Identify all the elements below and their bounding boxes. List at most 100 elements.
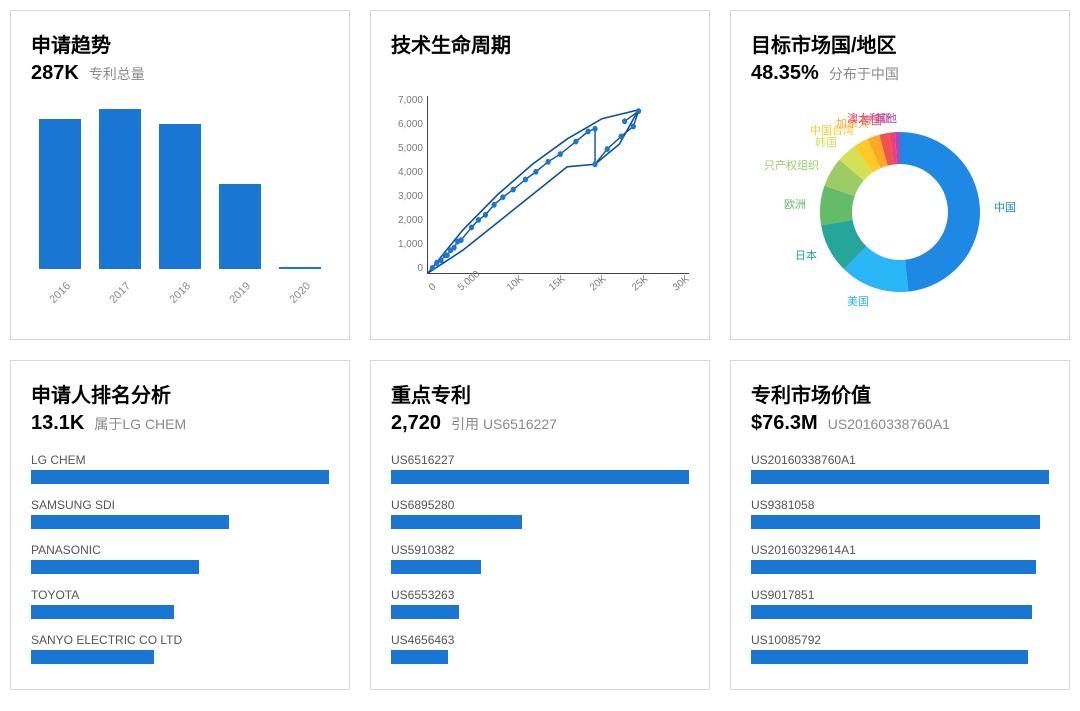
- donut-slice: [900, 132, 980, 292]
- hbar-track: [391, 515, 689, 529]
- hbar-item: SANYO ELECTRIC CO LTD: [31, 633, 329, 664]
- hbar-item: US20160338760A1: [751, 453, 1049, 484]
- hbar-track: [751, 515, 1049, 529]
- card-stat: $76.3M: [751, 412, 818, 435]
- hbar-track: [31, 560, 329, 574]
- hbar-track: [751, 650, 1049, 664]
- card-lifecycle: 技术生命周期 01,0002,0003,0004,0005,0006,0007,…: [370, 10, 710, 340]
- card-applicants: 申请人排名分析 13.1K 属于LG CHEM LG CHEM SAMSUNG S…: [10, 360, 350, 690]
- card-trend: 申请趋势 287K 专利总量 20162017201820192020: [10, 10, 350, 340]
- hbar-fill: [391, 560, 481, 574]
- hbar-track: [391, 605, 689, 619]
- bar-chart: 20162017201820192020: [31, 99, 329, 325]
- card-stat-label: US20160338760A1: [828, 416, 950, 432]
- card-value: 专利市场价值 $76.3M US20160338760A1 US20160338…: [730, 360, 1070, 690]
- y-axis: 01,0002,0003,0004,0005,0006,0007,000: [391, 96, 427, 274]
- hbar-chart: LG CHEMSAMSUNG SDIPANASONICTOYOTASANYO E…: [31, 449, 329, 675]
- hbar-fill: [31, 560, 199, 574]
- hbar-chart: US20160338760A1 US9381058 US20160329614A1 U…: [751, 449, 1049, 675]
- card-title: 申请人排名分析: [31, 379, 329, 408]
- bar-column: 2019: [219, 184, 261, 299]
- card-market: 目标市场国/地区 48.35% 分布于中国 中国美国日本欧洲只产权组织韩国中国台…: [730, 10, 1070, 340]
- hbar-label: US20160338760A1: [751, 453, 1049, 467]
- hbar-label: TOYOTA: [31, 588, 329, 602]
- card-stat: 287K: [31, 62, 79, 85]
- hbar-track: [391, 470, 689, 484]
- bar: [279, 267, 321, 269]
- x-tick: 0: [427, 281, 438, 293]
- card-stat-row: $76.3M US20160338760A1: [751, 412, 1049, 435]
- hbar-label: US6895280: [391, 498, 689, 512]
- card-stat-row: [391, 62, 689, 82]
- hbar-label: LG CHEM: [31, 453, 329, 467]
- bar-column: 2020: [279, 267, 321, 299]
- hbar-fill: [751, 560, 1036, 574]
- bar: [159, 124, 201, 269]
- hbar-item: SAMSUNG SDI: [31, 498, 329, 529]
- hbar-fill: [31, 515, 229, 529]
- x-tick: 20K: [588, 274, 609, 294]
- hbar-fill: [751, 470, 1049, 484]
- x-tick: 15K: [547, 274, 568, 294]
- donut-chart: 中国美国日本欧洲只产权组织韩国中国台湾加拿大德国澳大利亚其他: [751, 99, 1049, 325]
- hbar-item: US5910382: [391, 543, 689, 574]
- x-tick: 25K: [630, 274, 651, 294]
- hbar-label: US20160329614A1: [751, 543, 1049, 557]
- hbar-fill: [751, 605, 1032, 619]
- y-tick: 1,000: [391, 240, 427, 250]
- x-tick: 10K: [505, 274, 526, 294]
- donut-label: 美国: [847, 293, 869, 309]
- hbar-item: US20160329614A1: [751, 543, 1049, 574]
- donut-label: 日本: [795, 247, 817, 263]
- y-tick: 0: [391, 264, 427, 274]
- card-key-patents: 重点专利 2,720 引用 US6516227 US6516227 US68952…: [370, 360, 710, 690]
- x-axis: 05,00010K15K20K25K30K: [427, 285, 689, 296]
- y-tick: 3,000: [391, 192, 427, 202]
- donut-label: 中国: [994, 199, 1016, 215]
- hbar-fill: [391, 650, 448, 664]
- bar: [219, 184, 261, 269]
- card-title: 申请趋势: [31, 29, 329, 58]
- hbar-label: US10085792: [751, 633, 1049, 647]
- hbar-fill: [391, 470, 689, 484]
- card-stat-row: 13.1K 属于LG CHEM: [31, 412, 329, 435]
- card-stat-label: 专利总量: [89, 64, 145, 84]
- hbar-label: US9017851: [751, 588, 1049, 602]
- bar: [99, 109, 141, 269]
- hbar-track: [391, 560, 689, 574]
- donut-label: 其他: [875, 110, 897, 126]
- hbar-label: US6553263: [391, 588, 689, 602]
- card-title: 专利市场价值: [751, 379, 1049, 408]
- y-tick: 5,000: [391, 144, 427, 154]
- hbar-fill: [751, 515, 1040, 529]
- card-stat-row: 2,720 引用 US6516227: [391, 412, 689, 435]
- card-stat-row: 48.35% 分布于中国: [751, 62, 1049, 85]
- hbar-fill: [751, 650, 1028, 664]
- y-tick: 4,000: [391, 168, 427, 178]
- hbar-label: US6516227: [391, 453, 689, 467]
- hbar-track: [751, 605, 1049, 619]
- card-title: 重点专利: [391, 379, 689, 408]
- bar-x-label: 2017: [107, 280, 133, 306]
- hbar-track: [751, 560, 1049, 574]
- card-stat-row: 287K 专利总量: [31, 62, 329, 85]
- hbar-track: [31, 470, 329, 484]
- hbar-fill: [31, 605, 174, 619]
- hbar-label: SANYO ELECTRIC CO LTD: [31, 633, 329, 647]
- hbar-item: US9381058: [751, 498, 1049, 529]
- hbar-item: US10085792: [751, 633, 1049, 664]
- bar: [39, 119, 81, 269]
- hbar-label: SAMSUNG SDI: [31, 498, 329, 512]
- hbar-label: US5910382: [391, 543, 689, 557]
- hbar-label: US4656463: [391, 633, 689, 647]
- hbar-item: US6895280: [391, 498, 689, 529]
- hbar-label: US9381058: [751, 498, 1049, 512]
- hbar-track: [391, 650, 689, 664]
- card-stat: 48.35%: [751, 62, 819, 85]
- hbar-item: LG CHEM: [31, 453, 329, 484]
- bar-column: 2018: [159, 124, 201, 299]
- hbar-track: [31, 605, 329, 619]
- card-stat-label: 分布于中国: [829, 64, 899, 84]
- hbar-fill: [391, 605, 459, 619]
- hbar-chart: US6516227 US6895280 US5910382 US6553263 US46…: [391, 449, 689, 675]
